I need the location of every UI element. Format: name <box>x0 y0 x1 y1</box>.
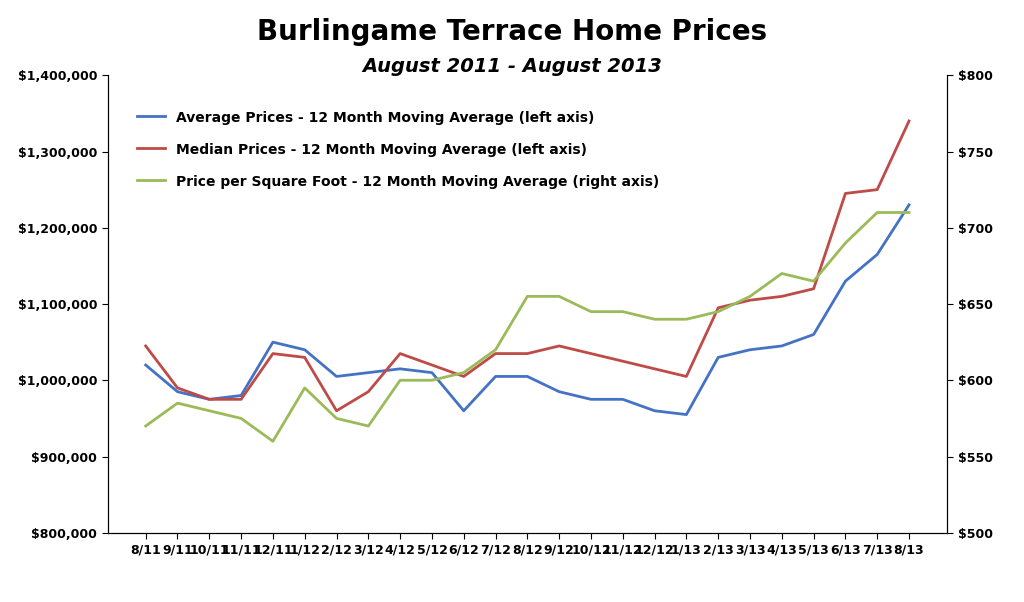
Price per Square Foot - 12 Month Moving Average (right axis) <box>775 270 787 277</box>
Legend: Average Prices - 12 Month Moving Average (left axis), Median Prices - 12 Month M: Average Prices - 12 Month Moving Average… <box>131 105 665 194</box>
Price per Square Foot - 12 Month Moving Average (right axis) <box>521 293 534 300</box>
Median Prices - 12 Month Moving Average (left axis) <box>299 354 311 361</box>
Median Prices - 12 Month Moving Average (left axis) <box>139 343 152 350</box>
Line: Average Prices - 12 Month Moving Average (left axis): Average Prices - 12 Month Moving Average… <box>145 205 909 415</box>
Price per Square Foot - 12 Month Moving Average (right axis) <box>139 423 152 430</box>
Price per Square Foot - 12 Month Moving Average (right axis) <box>458 369 470 376</box>
Median Prices - 12 Month Moving Average (left axis) <box>871 186 884 193</box>
Line: Price per Square Foot - 12 Month Moving Average (right axis): Price per Square Foot - 12 Month Moving … <box>145 213 909 441</box>
Text: Burlingame Terrace Home Prices: Burlingame Terrace Home Prices <box>257 18 767 46</box>
Price per Square Foot - 12 Month Moving Average (right axis) <box>489 346 502 353</box>
Median Prices - 12 Month Moving Average (left axis) <box>903 117 915 125</box>
Price per Square Foot - 12 Month Moving Average (right axis) <box>362 423 375 430</box>
Price per Square Foot - 12 Month Moving Average (right axis) <box>871 209 884 216</box>
Line: Median Prices - 12 Month Moving Average (left axis): Median Prices - 12 Month Moving Average … <box>145 121 909 411</box>
Average Prices - 12 Month Moving Average (left axis) <box>648 407 660 414</box>
Price per Square Foot - 12 Month Moving Average (right axis) <box>840 240 852 247</box>
Average Prices - 12 Month Moving Average (left axis) <box>840 278 852 285</box>
Median Prices - 12 Month Moving Average (left axis) <box>394 350 407 357</box>
Price per Square Foot - 12 Month Moving Average (right axis) <box>171 400 183 407</box>
Price per Square Foot - 12 Month Moving Average (right axis) <box>426 377 438 384</box>
Text: August 2011 - August 2013: August 2011 - August 2013 <box>362 57 662 76</box>
Average Prices - 12 Month Moving Average (left axis) <box>553 388 565 396</box>
Average Prices - 12 Month Moving Average (left axis) <box>267 338 280 346</box>
Average Prices - 12 Month Moving Average (left axis) <box>394 365 407 373</box>
Average Prices - 12 Month Moving Average (left axis) <box>871 251 884 258</box>
Average Prices - 12 Month Moving Average (left axis) <box>426 369 438 376</box>
Price per Square Foot - 12 Month Moving Average (right axis) <box>203 407 215 414</box>
Price per Square Foot - 12 Month Moving Average (right axis) <box>808 278 820 285</box>
Median Prices - 12 Month Moving Average (left axis) <box>840 190 852 197</box>
Median Prices - 12 Month Moving Average (left axis) <box>553 343 565 350</box>
Median Prices - 12 Month Moving Average (left axis) <box>234 396 247 403</box>
Average Prices - 12 Month Moving Average (left axis) <box>139 361 152 368</box>
Median Prices - 12 Month Moving Average (left axis) <box>648 365 660 373</box>
Price per Square Foot - 12 Month Moving Average (right axis) <box>680 315 692 323</box>
Average Prices - 12 Month Moving Average (left axis) <box>458 407 470 414</box>
Median Prices - 12 Month Moving Average (left axis) <box>489 350 502 357</box>
Median Prices - 12 Month Moving Average (left axis) <box>267 350 280 357</box>
Price per Square Foot - 12 Month Moving Average (right axis) <box>267 438 280 445</box>
Price per Square Foot - 12 Month Moving Average (right axis) <box>616 308 629 315</box>
Median Prices - 12 Month Moving Average (left axis) <box>171 384 183 391</box>
Median Prices - 12 Month Moving Average (left axis) <box>426 361 438 368</box>
Price per Square Foot - 12 Month Moving Average (right axis) <box>331 415 343 422</box>
Median Prices - 12 Month Moving Average (left axis) <box>203 396 215 403</box>
Average Prices - 12 Month Moving Average (left axis) <box>362 369 375 376</box>
Price per Square Foot - 12 Month Moving Average (right axis) <box>234 415 247 422</box>
Price per Square Foot - 12 Month Moving Average (right axis) <box>585 308 597 315</box>
Price per Square Foot - 12 Month Moving Average (right axis) <box>648 315 660 323</box>
Price per Square Foot - 12 Month Moving Average (right axis) <box>553 293 565 300</box>
Price per Square Foot - 12 Month Moving Average (right axis) <box>903 209 915 216</box>
Average Prices - 12 Month Moving Average (left axis) <box>585 396 597 403</box>
Average Prices - 12 Month Moving Average (left axis) <box>299 346 311 353</box>
Median Prices - 12 Month Moving Average (left axis) <box>362 388 375 396</box>
Average Prices - 12 Month Moving Average (left axis) <box>775 343 787 350</box>
Average Prices - 12 Month Moving Average (left axis) <box>808 331 820 338</box>
Price per Square Foot - 12 Month Moving Average (right axis) <box>394 377 407 384</box>
Average Prices - 12 Month Moving Average (left axis) <box>234 392 247 399</box>
Median Prices - 12 Month Moving Average (left axis) <box>585 350 597 357</box>
Average Prices - 12 Month Moving Average (left axis) <box>616 396 629 403</box>
Median Prices - 12 Month Moving Average (left axis) <box>331 407 343 414</box>
Average Prices - 12 Month Moving Average (left axis) <box>203 396 215 403</box>
Average Prices - 12 Month Moving Average (left axis) <box>903 201 915 208</box>
Median Prices - 12 Month Moving Average (left axis) <box>616 358 629 365</box>
Average Prices - 12 Month Moving Average (left axis) <box>743 346 756 353</box>
Median Prices - 12 Month Moving Average (left axis) <box>712 304 724 311</box>
Average Prices - 12 Month Moving Average (left axis) <box>521 373 534 380</box>
Median Prices - 12 Month Moving Average (left axis) <box>521 350 534 357</box>
Average Prices - 12 Month Moving Average (left axis) <box>489 373 502 380</box>
Price per Square Foot - 12 Month Moving Average (right axis) <box>712 308 724 315</box>
Price per Square Foot - 12 Month Moving Average (right axis) <box>743 293 756 300</box>
Median Prices - 12 Month Moving Average (left axis) <box>775 293 787 300</box>
Median Prices - 12 Month Moving Average (left axis) <box>458 373 470 380</box>
Average Prices - 12 Month Moving Average (left axis) <box>712 354 724 361</box>
Median Prices - 12 Month Moving Average (left axis) <box>808 285 820 293</box>
Average Prices - 12 Month Moving Average (left axis) <box>331 373 343 380</box>
Average Prices - 12 Month Moving Average (left axis) <box>680 411 692 418</box>
Average Prices - 12 Month Moving Average (left axis) <box>171 388 183 396</box>
Median Prices - 12 Month Moving Average (left axis) <box>680 373 692 380</box>
Median Prices - 12 Month Moving Average (left axis) <box>743 297 756 304</box>
Price per Square Foot - 12 Month Moving Average (right axis) <box>299 384 311 391</box>
